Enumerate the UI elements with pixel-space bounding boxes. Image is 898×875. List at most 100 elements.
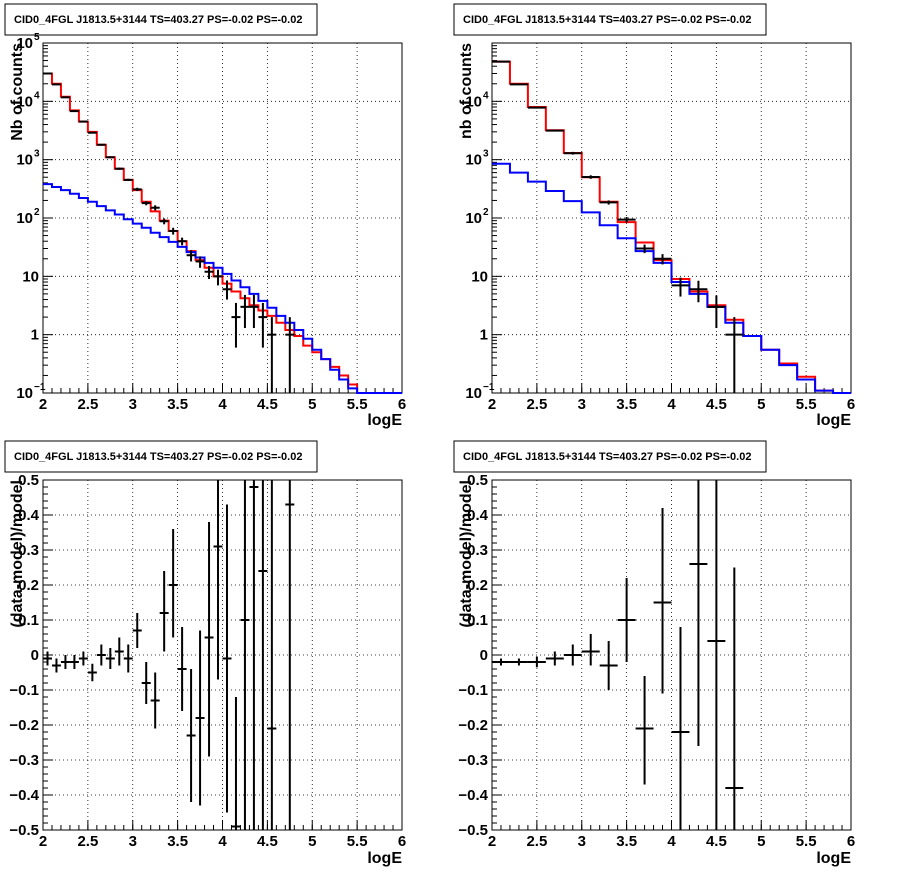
title-box <box>453 3 767 36</box>
y-tick-label: −0.1 <box>9 682 39 699</box>
y-tick-label: 0 <box>31 647 39 664</box>
y-tick-label: 10 <box>471 268 488 285</box>
panel-counts-left: CID0_4FGL J1813.5+3144 TS=403.27 PS=-0.0… <box>4 3 406 429</box>
x-tick-label: 5 <box>757 396 765 413</box>
x-tick-label: 6 <box>398 396 406 413</box>
x-tick-label: 5.5 <box>796 396 817 413</box>
panel-counts-right: CID0_4FGL J1813.5+3144 TS=403.27 PS=-0.0… <box>453 3 855 429</box>
model-background-step-line <box>43 183 402 394</box>
y-tick-exponent: 3 <box>483 149 489 160</box>
y-tick-exponent: 4 <box>34 90 40 101</box>
y-tick-label: 10 <box>465 385 482 402</box>
x-tick-label: 4.5 <box>706 833 727 850</box>
y-tick-label: −0.4 <box>9 787 39 804</box>
x-tick-label: 3.5 <box>167 833 188 850</box>
x-tick-label: 5.5 <box>796 833 817 850</box>
y-tick-exponent: 4 <box>483 90 489 101</box>
x-axis-label: logE <box>367 850 402 867</box>
y-tick-label: 0 <box>480 647 488 664</box>
x-tick-label: 5 <box>308 396 316 413</box>
x-tick-label: 2 <box>488 833 496 850</box>
title-box <box>4 3 318 36</box>
y-tick-label: 0.2 <box>18 577 39 594</box>
x-tick-label: 5.5 <box>347 396 368 413</box>
x-tick-label: 3.5 <box>616 833 637 850</box>
x-tick-label: 2 <box>488 396 496 413</box>
x-axis-label: logE <box>816 412 851 429</box>
y-tick-exponent: 3 <box>34 149 40 160</box>
x-tick-label: 5.5 <box>347 833 368 850</box>
x-tick-label: 3 <box>129 396 137 413</box>
x-axis-label: logE <box>816 850 851 867</box>
x-tick-label: 4.5 <box>706 396 727 413</box>
y-tick-label: 10 <box>16 35 33 52</box>
x-tick-label: 5 <box>308 833 316 850</box>
title-box <box>453 440 767 473</box>
x-tick-label: 4.5 <box>257 833 278 850</box>
x-tick-label: 4 <box>218 396 227 413</box>
x-tick-label: 2.5 <box>77 396 98 413</box>
y-tick-label: −0.2 <box>458 717 488 734</box>
x-tick-label: 4 <box>667 833 676 850</box>
x-tick-label: 2 <box>39 833 47 850</box>
y-tick-label: −0.1 <box>458 682 488 699</box>
x-axis-label: logE <box>367 412 402 429</box>
x-tick-label: 2.5 <box>526 396 547 413</box>
y-tick-label: −0.2 <box>9 717 39 734</box>
y-tick-label: 1 <box>480 327 488 344</box>
x-tick-label: 3 <box>129 833 137 850</box>
x-tick-label: 3.5 <box>616 396 637 413</box>
y-tick-label: −0.3 <box>458 752 488 769</box>
chart-title: CID0_4FGL J1813.5+3144 TS=403.27 PS=-0.0… <box>14 14 302 26</box>
y-axis-label: (data-model)/model <box>9 480 26 628</box>
x-tick-label: 6 <box>847 396 855 413</box>
y-tick-label: 10 <box>16 152 33 169</box>
y-tick-label: 0.1 <box>18 612 39 629</box>
y-tick-label: −0.4 <box>458 787 488 804</box>
y-tick-label: 1 <box>31 327 39 344</box>
y-tick-exponent: 2 <box>34 207 40 218</box>
y-tick-label: 0.5 <box>18 472 39 489</box>
chart-title: CID0_4FGL J1813.5+3144 TS=403.27 PS=-0.0… <box>14 451 302 463</box>
x-tick-label: 2 <box>39 396 47 413</box>
plot-area: 2 2.5 3 3.5 4 4.5 5 5.5 6 −0.5 −0.4 −0.3 −0.2 −0.1 0 0.… <box>9 472 406 850</box>
y-tick-label: 0.4 <box>18 507 40 524</box>
panel-residuals-right: CID0_4FGL J1813.5+3144 TS=403.27 PS=-0.0… <box>453 440 855 867</box>
x-tick-label: 4 <box>218 833 227 850</box>
y-axis-label: Nb of counts <box>9 43 26 141</box>
x-tick-label: 6 <box>398 833 406 850</box>
x-tick-label: 4.5 <box>257 396 278 413</box>
chart-title: CID0_4FGL J1813.5+3144 TS=403.27 PS=-0.0… <box>463 451 751 463</box>
x-tick-label: 2.5 <box>77 833 98 850</box>
y-tick-label: −0.3 <box>9 752 39 769</box>
y-tick-exponent: 5 <box>34 32 40 43</box>
y-tick-label: 0.2 <box>467 577 488 594</box>
y-tick-exponent: −1 <box>483 382 495 393</box>
y-tick-label: 10 <box>465 210 482 227</box>
x-tick-label: 4 <box>667 396 676 413</box>
y-tick-label: 10 <box>16 385 33 402</box>
plot-area: 2 2.5 3 3.5 4 4.5 5 5.5 6 −0.5 −0.4 −0.3 −0.2 −0.1 0 0.… <box>458 472 855 850</box>
x-tick-label: 5 <box>757 833 765 850</box>
x-tick-label: 6 <box>847 833 855 850</box>
y-tick-label: 10 <box>22 268 39 285</box>
y-tick-label: 10 <box>465 93 482 110</box>
panel-residuals-left: CID0_4FGL J1813.5+3144 TS=403.27 PS=-0.0… <box>4 440 406 867</box>
y-tick-exponent: 2 <box>483 207 489 218</box>
y-tick-label: −0.5 <box>9 822 39 839</box>
chart-title: CID0_4FGL J1813.5+3144 TS=403.27 PS=-0.0… <box>463 14 751 26</box>
x-tick-label: 2.5 <box>526 833 547 850</box>
y-axis-label: nb of counts <box>458 43 475 139</box>
y-tick-label: −0.5 <box>458 822 488 839</box>
x-tick-label: 3 <box>578 396 586 413</box>
y-tick-exponent: −1 <box>34 382 46 393</box>
model-background-step-line <box>492 162 851 394</box>
y-tick-label: 0.4 <box>467 507 489 524</box>
y-tick-label: 10 <box>16 210 33 227</box>
y-tick-label: 0.3 <box>18 542 39 559</box>
x-tick-label: 3.5 <box>167 396 188 413</box>
y-tick-label: 0.1 <box>467 612 488 629</box>
y-tick-label: 10 <box>465 152 482 169</box>
